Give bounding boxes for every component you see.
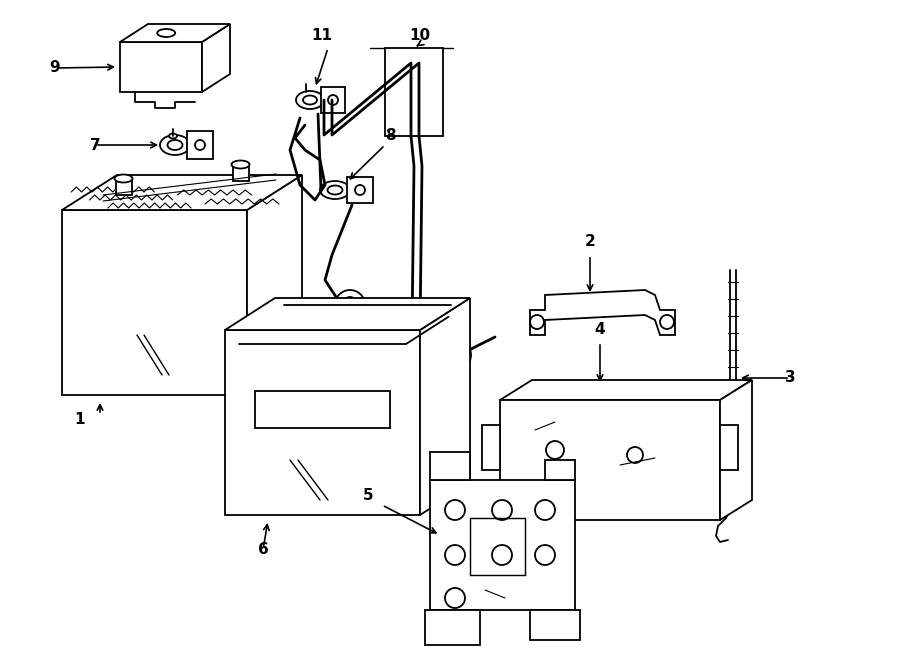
Polygon shape: [247, 175, 302, 395]
Text: 5: 5: [363, 488, 374, 502]
Text: 10: 10: [410, 28, 430, 42]
Bar: [255, 391, 390, 428]
Text: 11: 11: [311, 28, 332, 42]
Ellipse shape: [160, 135, 190, 155]
Circle shape: [335, 290, 365, 320]
Polygon shape: [720, 425, 738, 470]
Polygon shape: [62, 210, 247, 395]
Polygon shape: [62, 175, 302, 210]
Polygon shape: [225, 298, 470, 330]
Text: 9: 9: [50, 61, 60, 75]
Text: 4: 4: [595, 323, 606, 338]
Ellipse shape: [296, 91, 324, 109]
Text: 8: 8: [384, 128, 395, 143]
Polygon shape: [120, 24, 230, 42]
Polygon shape: [500, 380, 752, 400]
Text: 2: 2: [585, 235, 596, 249]
Polygon shape: [530, 290, 675, 335]
Polygon shape: [482, 425, 500, 470]
Polygon shape: [430, 452, 470, 480]
Polygon shape: [545, 460, 575, 480]
Polygon shape: [120, 42, 202, 92]
Polygon shape: [347, 177, 373, 203]
Ellipse shape: [231, 161, 249, 169]
Polygon shape: [187, 131, 213, 159]
Bar: [385, 48, 443, 136]
Polygon shape: [321, 87, 345, 113]
Polygon shape: [202, 24, 230, 92]
Text: 6: 6: [257, 543, 268, 557]
Polygon shape: [500, 400, 720, 520]
Polygon shape: [720, 380, 752, 520]
Polygon shape: [425, 610, 480, 645]
Ellipse shape: [158, 29, 176, 37]
Polygon shape: [225, 330, 420, 515]
Circle shape: [439, 339, 471, 371]
Text: 3: 3: [785, 371, 796, 385]
Polygon shape: [115, 178, 131, 194]
Polygon shape: [430, 480, 575, 610]
Polygon shape: [530, 610, 580, 640]
Text: 7: 7: [90, 137, 100, 153]
Polygon shape: [232, 165, 248, 180]
Ellipse shape: [114, 175, 132, 182]
Ellipse shape: [169, 134, 177, 139]
Ellipse shape: [320, 181, 350, 199]
Polygon shape: [420, 298, 470, 515]
Text: 1: 1: [75, 412, 86, 428]
